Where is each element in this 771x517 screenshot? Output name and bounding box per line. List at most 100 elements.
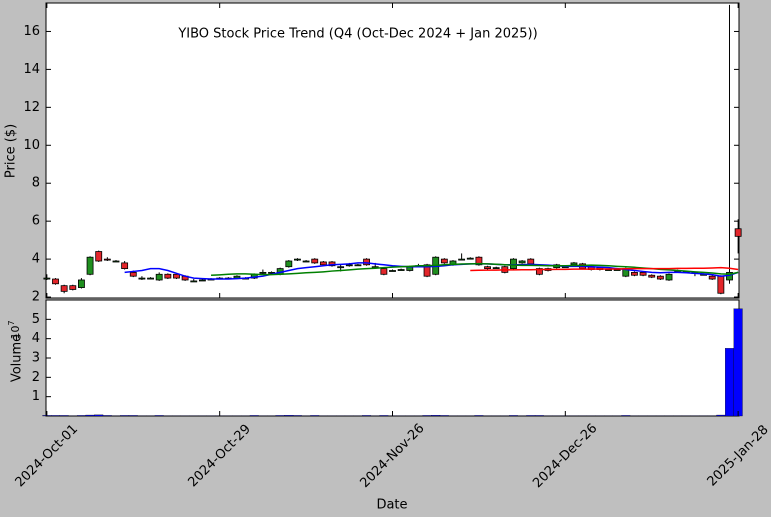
volume-bar (284, 415, 294, 417)
candle-body (328, 261, 336, 267)
volume-bar (716, 414, 726, 417)
volume-bar (621, 415, 631, 417)
volume-bar (51, 415, 60, 417)
candle-body (527, 258, 535, 265)
price-panel (45, 2, 740, 299)
candle-body (173, 273, 180, 279)
candle-body (190, 280, 198, 283)
volume-bar (120, 415, 130, 417)
volume-bar (362, 415, 372, 417)
volume-bar (431, 415, 441, 417)
candle-body (95, 251, 103, 262)
offset-base: 10 (9, 326, 22, 340)
candle-body (648, 274, 656, 278)
candle-body (510, 258, 517, 269)
volume-bar (154, 415, 164, 417)
candle-body (311, 258, 319, 264)
candle-body (423, 264, 431, 277)
candle-body (380, 268, 388, 275)
candle-body (535, 268, 543, 275)
volume-bar (59, 415, 69, 417)
y-tick-label: 12 (23, 100, 40, 115)
candle-body (86, 256, 94, 275)
candle-body (492, 267, 500, 270)
candle-body (484, 266, 491, 269)
y-axis-label: Volume (10, 334, 25, 382)
candle-body (354, 264, 362, 267)
candle-body (138, 277, 146, 280)
candle-body (440, 258, 448, 264)
y-tick-label: 14 (23, 62, 40, 77)
y-tick-label: 2 (32, 370, 40, 385)
candle-body (466, 257, 474, 260)
candle-body (475, 256, 483, 266)
candle-body (103, 258, 111, 261)
candle-body (155, 273, 163, 281)
volume-bar (310, 415, 320, 417)
candle-body (60, 285, 68, 292)
y-tick-label: 4 (32, 252, 40, 267)
candle-body (458, 258, 466, 261)
volume-bar (249, 415, 259, 417)
y-tick-label: 1 (32, 389, 40, 404)
volume-bar (275, 415, 285, 417)
x-axis-label: Date (376, 498, 407, 513)
candle-body (43, 277, 51, 280)
y-tick-label: 2 (32, 290, 40, 305)
volume-panel (45, 299, 740, 417)
volume-bar (733, 308, 743, 417)
volume-bar (509, 415, 518, 417)
volume-bar (85, 414, 95, 417)
candle-body (518, 260, 526, 264)
candle-body (639, 271, 647, 276)
chart-title: YIBO Stock Price Trend (Q4 (Oct-Dec 2024… (177, 27, 537, 42)
volume-bar (439, 415, 449, 417)
candle-body (147, 277, 154, 280)
moving-average-line (470, 266, 739, 272)
candle-body (397, 269, 405, 271)
y-tick-label: 6 (32, 214, 40, 229)
candle-body (319, 261, 327, 266)
y-tick-label: 16 (23, 24, 40, 39)
candle-body (717, 275, 725, 294)
candle-body (570, 262, 578, 266)
volume-bar (526, 415, 536, 417)
candle-body (708, 275, 716, 280)
volume-bar (94, 414, 104, 417)
volume-bar (379, 415, 389, 417)
candle-body (112, 260, 120, 263)
candle-body (129, 271, 137, 277)
volume-bar (534, 415, 544, 417)
moving-average-line (124, 262, 739, 280)
candle-body (345, 264, 353, 267)
candle-body (389, 270, 396, 272)
y-tick-label: 3 (32, 351, 40, 366)
y-tick-label: 5 (32, 312, 40, 327)
candle-body (121, 262, 129, 269)
candle-body (337, 266, 345, 269)
offset-text: 107 (7, 320, 23, 339)
volume-bar (292, 415, 302, 417)
candle-body (665, 273, 673, 281)
volume-bar (102, 415, 112, 417)
volume-bar (76, 415, 86, 417)
candle-body (302, 260, 310, 263)
volume-bar (422, 415, 432, 417)
candle-body (631, 271, 638, 276)
y-tick-label: 8 (32, 176, 40, 191)
candle-body (259, 271, 267, 274)
volume-bar (128, 415, 138, 417)
candle-body (734, 228, 742, 237)
candle-body (69, 285, 77, 290)
candle-body (656, 275, 664, 280)
candle-body (363, 258, 371, 266)
candle-body (164, 273, 172, 279)
candle-body (52, 278, 59, 285)
candle-body (285, 260, 293, 268)
y-axis-label: Price ($) (4, 124, 19, 178)
offset-exponent: 7 (7, 320, 16, 325)
volume-bar (725, 348, 734, 417)
y-tick-label: 10 (23, 138, 40, 153)
y-tick-label: 4 (32, 331, 40, 346)
